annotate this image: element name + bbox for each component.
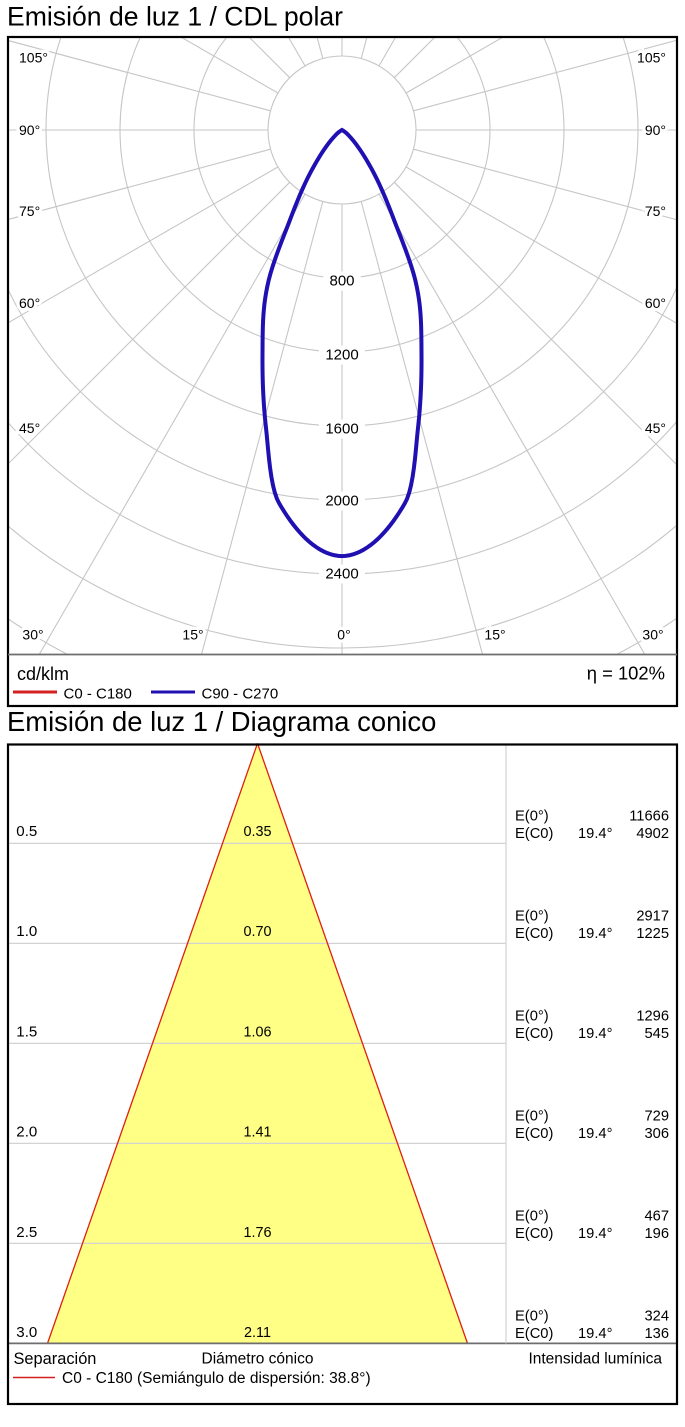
svg-text:306: 306	[644, 1126, 669, 1142]
svg-text:19.4°: 19.4°	[578, 1226, 612, 1242]
svg-text:196: 196	[644, 1226, 669, 1242]
svg-text:C90 - C270: C90 - C270	[202, 685, 279, 702]
svg-text:3.0: 3.0	[16, 1324, 37, 1341]
svg-text:60°: 60°	[19, 295, 40, 311]
svg-text:Emisión de luz 1 / Diagrama co: Emisión de luz 1 / Diagrama conico	[7, 706, 436, 737]
svg-text:19.4°: 19.4°	[578, 1026, 612, 1042]
svg-text:E(C0): E(C0)	[515, 1126, 553, 1142]
svg-text:E(0°): E(0°)	[515, 909, 549, 925]
svg-text:800: 800	[329, 273, 354, 290]
svg-text:E(C0): E(C0)	[515, 826, 553, 842]
svg-text:105°: 105°	[637, 49, 666, 65]
svg-text:2917: 2917	[636, 909, 669, 925]
svg-text:11666: 11666	[629, 809, 669, 825]
svg-text:45°: 45°	[645, 420, 666, 436]
svg-text:1.06: 1.06	[243, 1024, 271, 1040]
svg-text:E(0°): E(0°)	[515, 1009, 549, 1025]
svg-text:75°: 75°	[645, 203, 666, 219]
svg-text:729: 729	[644, 1109, 669, 1125]
svg-text:E(0°): E(0°)	[515, 1209, 549, 1225]
svg-text:1200: 1200	[325, 347, 358, 364]
svg-text:30°: 30°	[642, 626, 663, 642]
svg-text:2.5: 2.5	[16, 1224, 37, 1241]
svg-text:19.4°: 19.4°	[578, 1126, 612, 1142]
svg-text:Diámetro cónico: Diámetro cónico	[202, 1351, 314, 1368]
svg-text:19.4°: 19.4°	[578, 926, 612, 942]
svg-text:19.4°: 19.4°	[578, 826, 612, 842]
svg-text:C0 - C180: C0 - C180	[64, 685, 132, 702]
svg-text:15°: 15°	[484, 626, 505, 642]
svg-text:545: 545	[644, 1026, 669, 1042]
svg-text:60°: 60°	[645, 295, 666, 311]
svg-text:1296: 1296	[636, 1009, 669, 1025]
svg-text:75°: 75°	[19, 203, 40, 219]
svg-text:0.70: 0.70	[243, 924, 271, 940]
svg-text:Separación: Separación	[14, 1350, 97, 1368]
svg-text:1225: 1225	[636, 926, 669, 942]
svg-text:E(C0): E(C0)	[515, 926, 553, 942]
svg-text:1.41: 1.41	[243, 1125, 271, 1141]
svg-text:0°: 0°	[337, 626, 350, 642]
svg-text:η = 102%: η = 102%	[587, 663, 665, 684]
svg-text:2.0: 2.0	[16, 1124, 37, 1141]
svg-text:2400: 2400	[325, 566, 358, 583]
svg-text:467: 467	[644, 1209, 669, 1225]
svg-text:136: 136	[644, 1326, 669, 1342]
svg-text:cd/klm: cd/klm	[17, 664, 69, 684]
svg-text:1.5: 1.5	[16, 1023, 37, 1040]
svg-text:E(0°): E(0°)	[515, 1309, 549, 1325]
svg-text:2000: 2000	[325, 493, 358, 510]
svg-text:E(0°): E(0°)	[515, 1109, 549, 1125]
svg-text:15°: 15°	[182, 626, 203, 642]
svg-text:E(0°): E(0°)	[515, 809, 549, 825]
svg-text:45°: 45°	[19, 420, 40, 436]
svg-text:0.5: 0.5	[16, 823, 37, 840]
svg-text:2.11: 2.11	[244, 1325, 271, 1341]
svg-text:E(C0): E(C0)	[515, 1326, 553, 1342]
svg-text:4902: 4902	[636, 826, 669, 842]
svg-text:90°: 90°	[645, 122, 666, 138]
svg-text:105°: 105°	[19, 49, 48, 65]
svg-text:324: 324	[644, 1309, 669, 1325]
svg-text:E(C0): E(C0)	[515, 1226, 553, 1242]
svg-text:19.4°: 19.4°	[578, 1326, 612, 1342]
svg-text:0.35: 0.35	[243, 824, 271, 840]
svg-text:Intensidad lumínica: Intensidad lumínica	[528, 1351, 662, 1368]
svg-text:30°: 30°	[22, 626, 43, 642]
svg-text:E(C0): E(C0)	[515, 1026, 553, 1042]
svg-text:1600: 1600	[325, 421, 358, 438]
svg-text:1.76: 1.76	[243, 1225, 271, 1241]
svg-text:1.0: 1.0	[16, 923, 37, 940]
svg-text:C0 - C180 (Semiángulo de dispe: C0 - C180 (Semiángulo de dispersión: 38.…	[62, 1370, 371, 1387]
svg-text:Emisión de luz 1 / CDL polar: Emisión de luz 1 / CDL polar	[7, 2, 343, 32]
svg-text:90°: 90°	[19, 122, 40, 138]
